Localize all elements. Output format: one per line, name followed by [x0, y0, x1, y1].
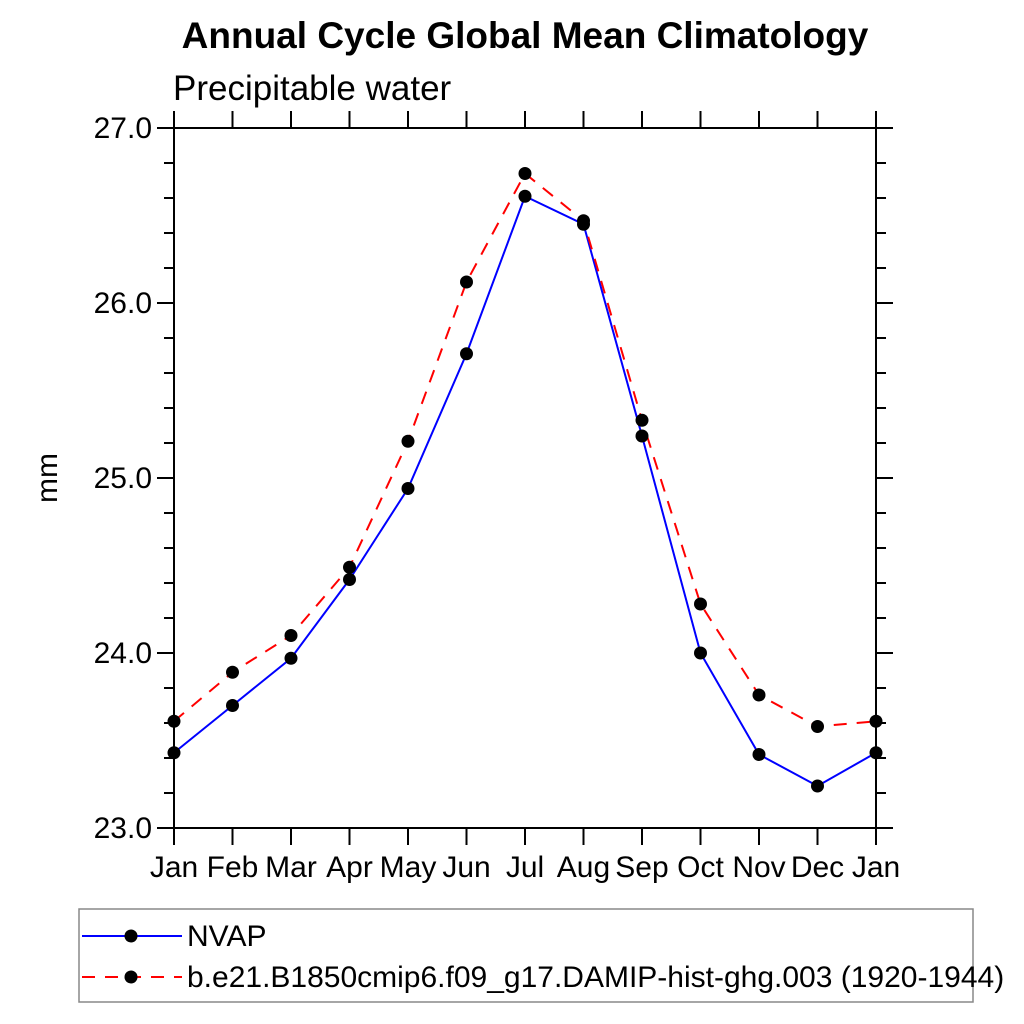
y-tick-label: 24.0 [94, 637, 152, 670]
data-point-model [694, 597, 707, 611]
x-tick-label: Aug [557, 851, 610, 884]
data-point-nvap [752, 748, 766, 761]
legend-marker [124, 970, 138, 984]
data-series [167, 167, 883, 793]
x-tick-label: May [380, 851, 437, 884]
legend-label: b.e21.B1850cmip6.f09_g17.DAMIP-hist-ghg.… [187, 961, 1004, 994]
chart-title: Annual Cycle Global Mean Climatology [182, 15, 869, 56]
data-point-nvap [226, 699, 239, 712]
x-axis-ticks: Jan Feb Mar Apr May Jun Jul Aug Sep Oct Nov Dec Jan [150, 111, 900, 884]
data-point-nvap [401, 482, 415, 495]
x-tick-label: Oct [677, 851, 724, 884]
data-point-model [869, 714, 883, 728]
legend-box [78, 908, 974, 1003]
y-tick-label: 23.0 [94, 812, 152, 845]
data-point-model [752, 688, 766, 702]
series-line-model [173, 171, 877, 728]
legend: NVAP b.e21.B1850cmip6.f09_g17.DAMIP-hist-… [78, 908, 1004, 1003]
x-tick-label: Feb [207, 851, 259, 884]
y-axis-ticks: 23.0 24.0 25.0 26.0 27.0 [94, 112, 893, 845]
data-point-model [811, 720, 824, 733]
data-point-model [635, 413, 649, 427]
data-point-nvap [460, 347, 473, 361]
y-axis-label: mm [31, 453, 64, 503]
data-point-nvap [811, 779, 824, 793]
data-point-nvap [284, 651, 298, 665]
y-tick-label: 27.0 [94, 112, 152, 145]
data-point-model [518, 167, 532, 180]
data-point-model [401, 434, 415, 448]
data-point-nvap [869, 746, 883, 760]
data-point-nvap [343, 573, 356, 586]
x-tick-label: Jul [506, 851, 544, 884]
data-point-nvap [167, 746, 181, 760]
y-tick-label: 25.0 [94, 462, 152, 495]
data-point-nvap [635, 429, 649, 443]
data-point-model [284, 629, 298, 642]
series-line-nvap [173, 194, 877, 788]
chart-subtitle: Precipitable water [173, 69, 452, 108]
data-point-nvap [518, 189, 532, 203]
x-tick-label: Dec [791, 851, 844, 884]
data-point-model [226, 665, 239, 679]
x-tick-label: Nov [732, 851, 785, 884]
legend-marker [124, 929, 138, 943]
plot-border [173, 127, 877, 829]
x-tick-label: Jun [442, 851, 490, 884]
data-point-model [577, 214, 590, 228]
data-point-model [460, 275, 473, 289]
x-tick-label: Sep [615, 851, 668, 884]
x-tick-label: Apr [326, 851, 373, 884]
x-tick-label: Jan [150, 851, 198, 884]
plot-frame [173, 127, 877, 829]
x-tick-label: Mar [265, 851, 317, 884]
data-point-model [343, 560, 356, 574]
x-tick-label: Jan [852, 851, 900, 884]
data-point-nvap [694, 646, 707, 660]
data-point-model [167, 714, 181, 728]
legend-label: NVAP [187, 920, 266, 953]
y-tick-label: 26.0 [94, 287, 152, 320]
